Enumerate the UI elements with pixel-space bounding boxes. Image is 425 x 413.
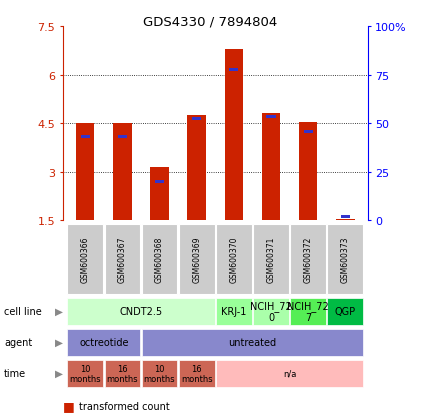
Text: 16
months: 16 months [107, 364, 138, 383]
FancyBboxPatch shape [142, 360, 177, 387]
FancyBboxPatch shape [67, 360, 103, 387]
Text: cell line: cell line [4, 306, 42, 316]
FancyBboxPatch shape [142, 225, 177, 294]
FancyBboxPatch shape [253, 225, 289, 294]
Bar [192, 118, 201, 121]
FancyBboxPatch shape [179, 225, 215, 294]
Text: ▶: ▶ [55, 337, 62, 347]
FancyBboxPatch shape [290, 298, 326, 325]
Text: 10
months: 10 months [144, 364, 176, 383]
Text: untreated: untreated [228, 337, 277, 347]
FancyBboxPatch shape [290, 225, 326, 294]
Text: NCIH_72
7: NCIH_72 7 [287, 300, 329, 323]
Bar [187, 116, 206, 221]
Bar [76, 124, 94, 221]
Text: GDS4330 / 7894804: GDS4330 / 7894804 [143, 16, 278, 28]
Text: CNDT2.5: CNDT2.5 [119, 306, 162, 316]
Bar [113, 124, 132, 221]
Bar [266, 116, 276, 119]
Bar [229, 69, 238, 72]
Text: QGP: QGP [335, 306, 356, 316]
Text: ■: ■ [63, 399, 75, 412]
Text: KRJ-1: KRJ-1 [221, 306, 246, 316]
Text: n/a: n/a [283, 369, 296, 378]
Text: ▶: ▶ [55, 368, 62, 378]
Bar [262, 114, 280, 221]
Bar [224, 50, 243, 221]
Text: transformed count: transformed count [79, 401, 170, 411]
Bar [155, 181, 164, 184]
Bar [118, 135, 127, 138]
Bar [299, 122, 317, 221]
Text: octreotide: octreotide [79, 337, 128, 347]
FancyBboxPatch shape [67, 225, 103, 294]
Text: ▶: ▶ [55, 306, 62, 316]
Text: time: time [4, 368, 26, 378]
FancyBboxPatch shape [328, 298, 363, 325]
Text: GSM600369: GSM600369 [192, 236, 201, 282]
FancyBboxPatch shape [253, 298, 289, 325]
FancyBboxPatch shape [105, 360, 140, 387]
Text: agent: agent [4, 337, 32, 347]
Text: NCIH_72
0: NCIH_72 0 [250, 300, 292, 323]
FancyBboxPatch shape [216, 360, 363, 387]
FancyBboxPatch shape [328, 225, 363, 294]
Text: 10
months: 10 months [69, 364, 101, 383]
FancyBboxPatch shape [142, 329, 363, 356]
Text: GSM600372: GSM600372 [304, 236, 313, 282]
Text: GSM600370: GSM600370 [230, 236, 238, 282]
Text: GSM600373: GSM600373 [341, 236, 350, 282]
FancyBboxPatch shape [216, 298, 252, 325]
Bar [341, 216, 350, 219]
FancyBboxPatch shape [67, 329, 140, 356]
Text: GSM600367: GSM600367 [118, 236, 127, 282]
Bar [336, 219, 354, 221]
FancyBboxPatch shape [179, 360, 215, 387]
Bar [150, 168, 169, 221]
Text: 16
months: 16 months [181, 364, 212, 383]
Text: GSM600368: GSM600368 [155, 236, 164, 282]
Text: GSM600366: GSM600366 [81, 236, 90, 282]
FancyBboxPatch shape [105, 225, 140, 294]
Bar [303, 131, 313, 133]
FancyBboxPatch shape [67, 298, 215, 325]
Text: GSM600371: GSM600371 [266, 236, 275, 282]
Bar [81, 135, 90, 138]
FancyBboxPatch shape [216, 225, 252, 294]
